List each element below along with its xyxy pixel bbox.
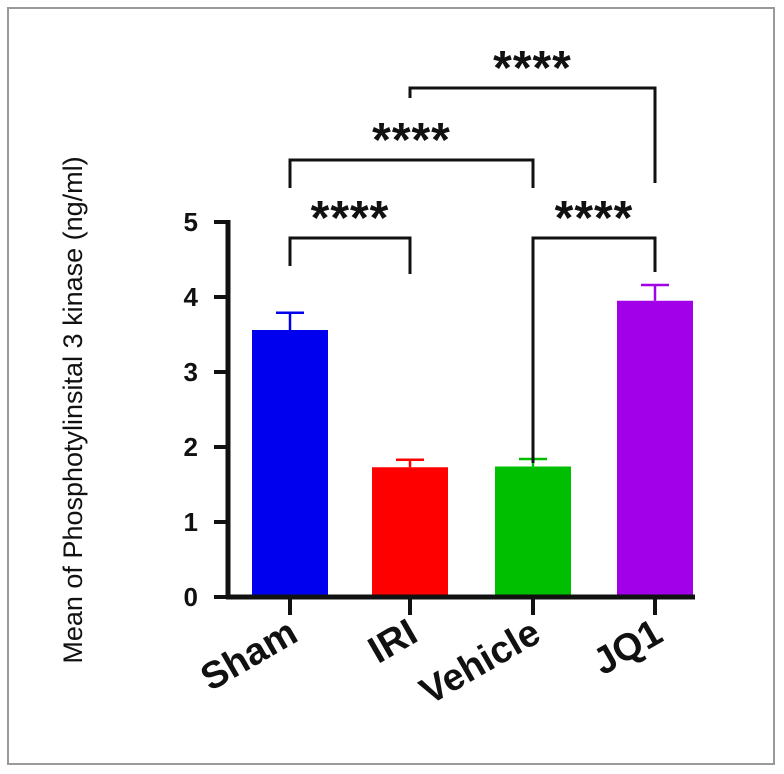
category-label-vehicle: Vehicle	[413, 611, 547, 713]
significance-bracket	[288, 158, 535, 188]
category-label-jq1: JQ1	[586, 611, 669, 683]
significance-bracket	[531, 236, 657, 463]
bar-iri	[372, 467, 448, 597]
y-tick-label: 5	[184, 207, 198, 237]
y-tick-label: 1	[184, 507, 198, 537]
significance-bracket	[288, 236, 412, 274]
bar-vehicle	[495, 466, 571, 597]
y-tick-label: 2	[184, 432, 198, 462]
significance-label: ****	[311, 192, 390, 245]
bar-jq1	[617, 300, 693, 597]
bar-sham	[252, 330, 328, 597]
y-axis-title: Mean of Phosphotylinsital 3 kinase (ng/m…	[58, 156, 88, 663]
y-tick-label: 0	[184, 582, 198, 612]
significance-bracket	[408, 86, 657, 183]
significance-label: ****	[493, 42, 572, 95]
y-tick-label: 4	[184, 282, 199, 312]
category-label-sham: Sham	[194, 611, 305, 699]
category-label-iri: IRI	[361, 611, 424, 672]
significance-label: ****	[372, 114, 451, 167]
y-tick-label: 3	[184, 357, 198, 387]
significance-label: ****	[555, 192, 634, 245]
